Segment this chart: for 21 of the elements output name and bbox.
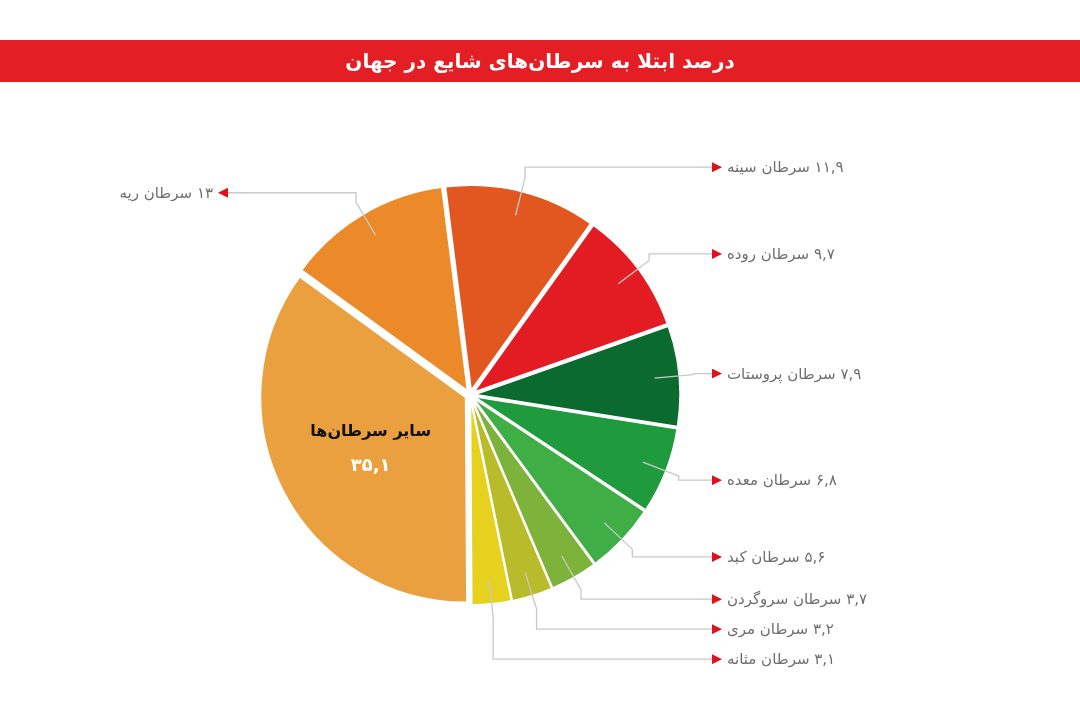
slice-label: سرطان مثانه — [727, 650, 810, 669]
slice-label: سرطان سروگردن — [727, 590, 842, 609]
slice-label: سایر سرطان‌ها — [310, 420, 432, 440]
data-label: ۱۳ — [196, 183, 213, 202]
slice-label: سرطان ریه — [119, 183, 193, 202]
data-label: ۶,۸ — [815, 471, 837, 490]
slice-label: سرطان سینه — [727, 158, 810, 177]
chart-title: درصد ابتلا به سرطان‌های شایع در جهان — [345, 48, 735, 75]
data-label: ۳,۷ — [846, 590, 867, 609]
data-label: ۳۵,۱ — [350, 453, 391, 475]
slice-label: سرطان روده — [727, 244, 810, 263]
data-label: ۳,۱ — [814, 650, 836, 669]
slice-label: سرطان مری — [727, 620, 809, 639]
data-label: ۳,۲ — [813, 620, 834, 639]
slice-label: سرطان کبد — [727, 547, 800, 566]
slice-label: سرطان معده — [727, 471, 812, 490]
slice-label: سرطان پروستات — [727, 364, 836, 383]
data-label: ۷,۹ — [840, 364, 862, 383]
data-label: ۹,۷ — [813, 244, 835, 263]
data-label: ۵,۶ — [804, 547, 826, 566]
data-label: ۱۱,۹ — [814, 158, 844, 177]
